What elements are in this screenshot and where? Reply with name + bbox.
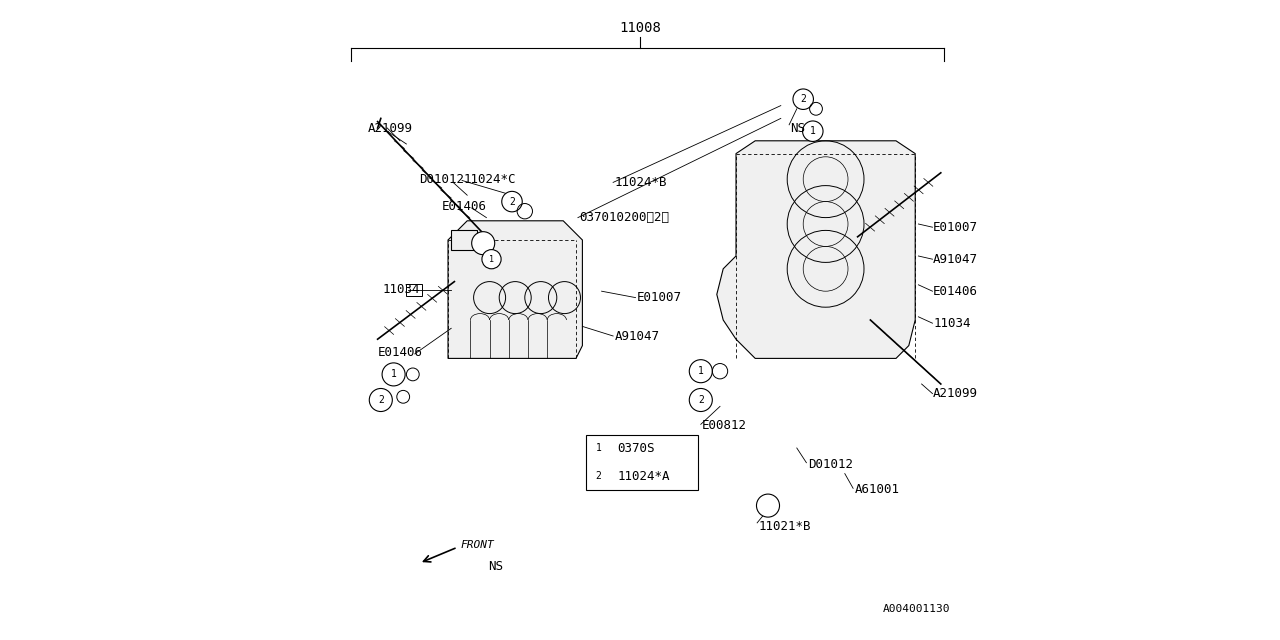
Text: 2: 2 xyxy=(800,94,806,104)
Text: 11008: 11008 xyxy=(620,21,660,35)
Text: 1: 1 xyxy=(698,366,704,376)
Text: A91047: A91047 xyxy=(933,253,978,266)
FancyBboxPatch shape xyxy=(452,230,477,250)
Text: 037010200（2）: 037010200（2） xyxy=(580,211,669,224)
Text: FRONT: FRONT xyxy=(461,540,494,550)
Text: 2: 2 xyxy=(378,395,384,405)
Circle shape xyxy=(502,191,522,212)
Text: A21099: A21099 xyxy=(369,122,413,134)
Text: 11034: 11034 xyxy=(933,317,970,330)
Text: 11021*B: 11021*B xyxy=(759,520,812,532)
Text: E01406: E01406 xyxy=(442,200,486,212)
Polygon shape xyxy=(448,221,582,358)
Circle shape xyxy=(589,466,609,486)
Text: NS: NS xyxy=(791,122,805,134)
Text: A004001130: A004001130 xyxy=(883,604,950,614)
Text: A91047: A91047 xyxy=(614,330,659,342)
Circle shape xyxy=(794,89,814,109)
Circle shape xyxy=(803,121,823,141)
Text: 2: 2 xyxy=(595,471,602,481)
Text: 1: 1 xyxy=(810,126,815,136)
FancyBboxPatch shape xyxy=(585,435,698,490)
Text: 11024*A: 11024*A xyxy=(618,470,671,483)
Text: E01007: E01007 xyxy=(933,221,978,234)
Text: A21099: A21099 xyxy=(933,387,978,400)
Circle shape xyxy=(472,232,495,255)
Text: 2: 2 xyxy=(509,196,515,207)
Text: 2: 2 xyxy=(698,395,704,405)
Circle shape xyxy=(370,388,392,412)
Text: E01007: E01007 xyxy=(637,291,682,304)
Text: 1: 1 xyxy=(489,255,494,264)
Text: NS: NS xyxy=(488,560,503,573)
Text: E01406: E01406 xyxy=(933,285,978,298)
Text: D01012: D01012 xyxy=(420,173,465,186)
Text: E00812: E00812 xyxy=(701,419,748,432)
Polygon shape xyxy=(717,141,915,358)
Text: 11024*B: 11024*B xyxy=(614,176,667,189)
Text: E01406: E01406 xyxy=(378,346,422,358)
Text: D01012: D01012 xyxy=(808,458,852,470)
Text: 1: 1 xyxy=(595,443,602,453)
Circle shape xyxy=(756,494,780,517)
Text: 11024*C: 11024*C xyxy=(465,173,517,186)
Circle shape xyxy=(481,250,502,269)
Text: A61001: A61001 xyxy=(855,483,900,496)
Text: 1: 1 xyxy=(390,369,397,380)
Circle shape xyxy=(689,388,712,412)
Circle shape xyxy=(381,363,404,386)
Text: 0370S: 0370S xyxy=(618,442,655,454)
Circle shape xyxy=(689,360,712,383)
Circle shape xyxy=(589,438,609,458)
Text: 11034: 11034 xyxy=(383,284,420,296)
